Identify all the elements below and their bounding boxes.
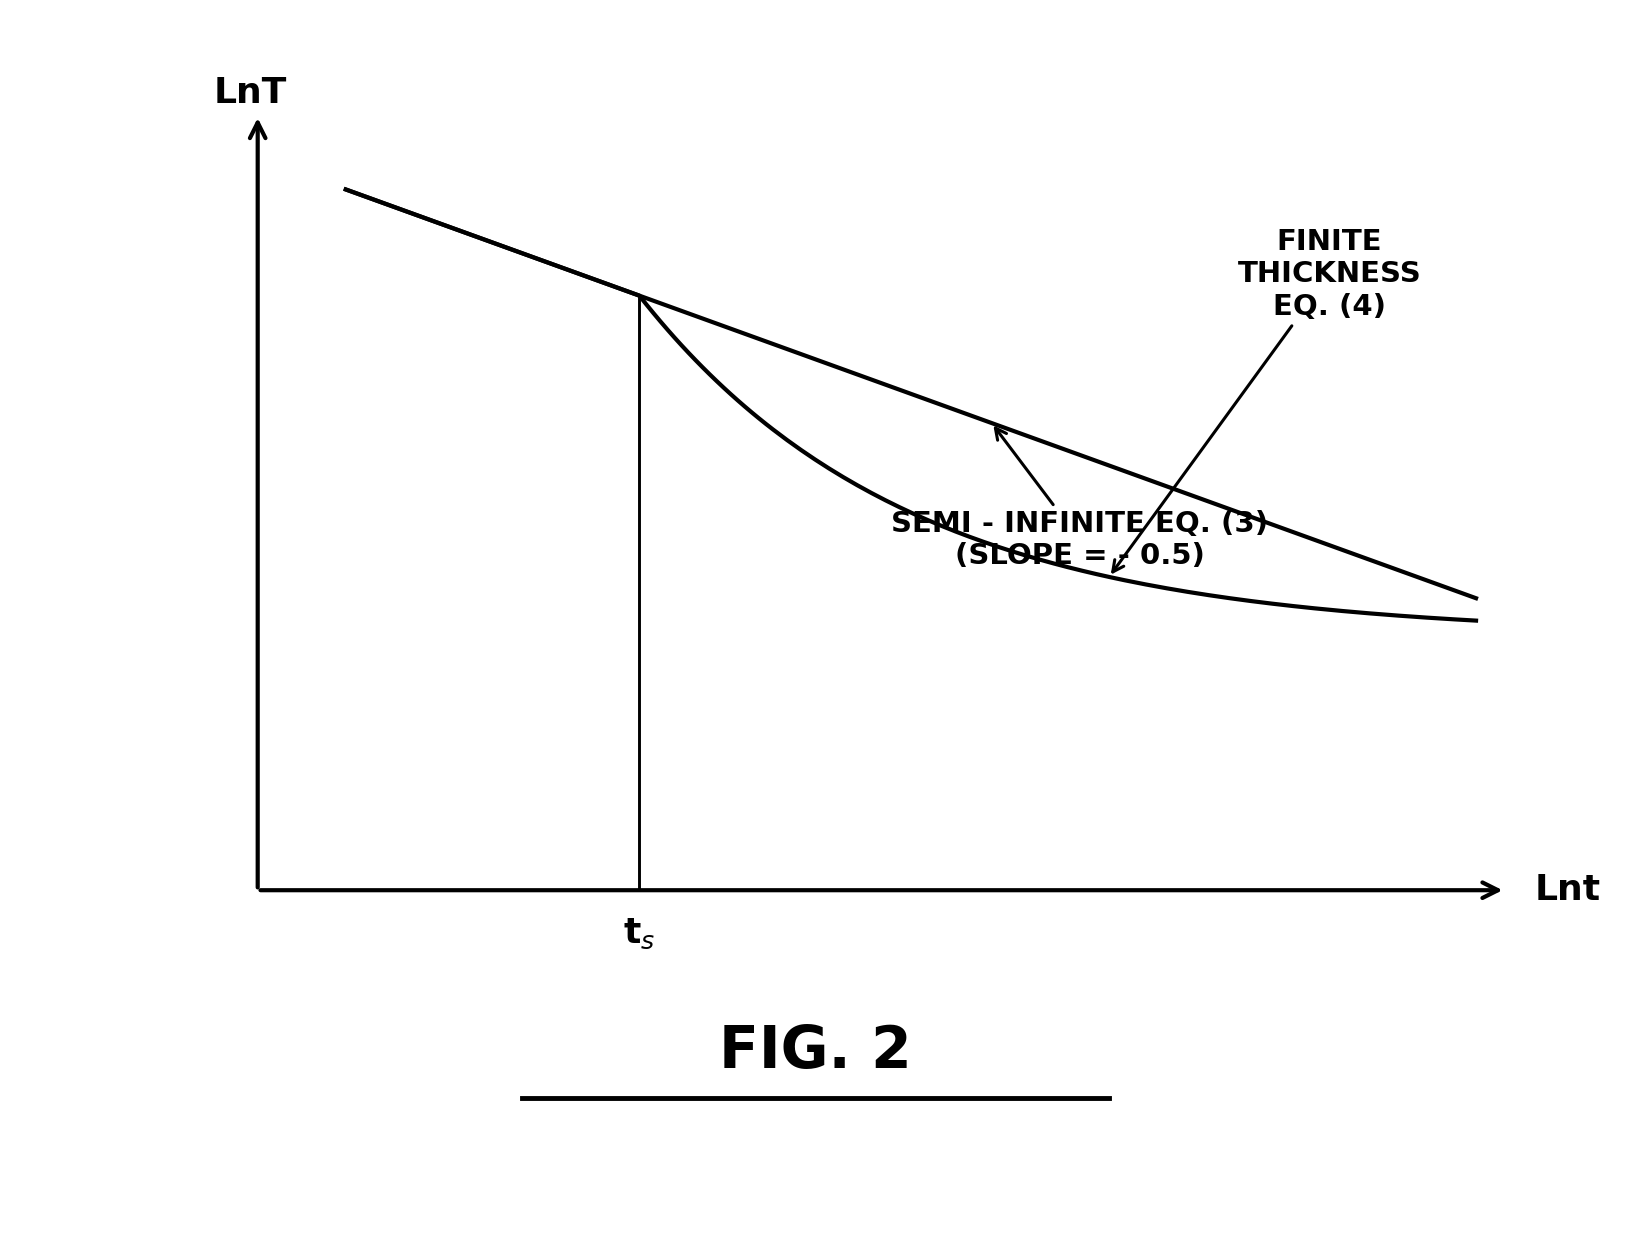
Text: Lnt: Lnt bbox=[1534, 874, 1601, 907]
Text: SEMI - INFINITE EQ. (3)
(SLOPE = - 0.5): SEMI - INFINITE EQ. (3) (SLOPE = - 0.5) bbox=[890, 428, 1268, 570]
Text: FINITE
THICKNESS
EQ. (4): FINITE THICKNESS EQ. (4) bbox=[1112, 228, 1420, 572]
Text: LnT: LnT bbox=[214, 76, 287, 109]
Text: FIG. 2: FIG. 2 bbox=[719, 1023, 911, 1080]
Text: t$_s$: t$_s$ bbox=[623, 917, 655, 951]
